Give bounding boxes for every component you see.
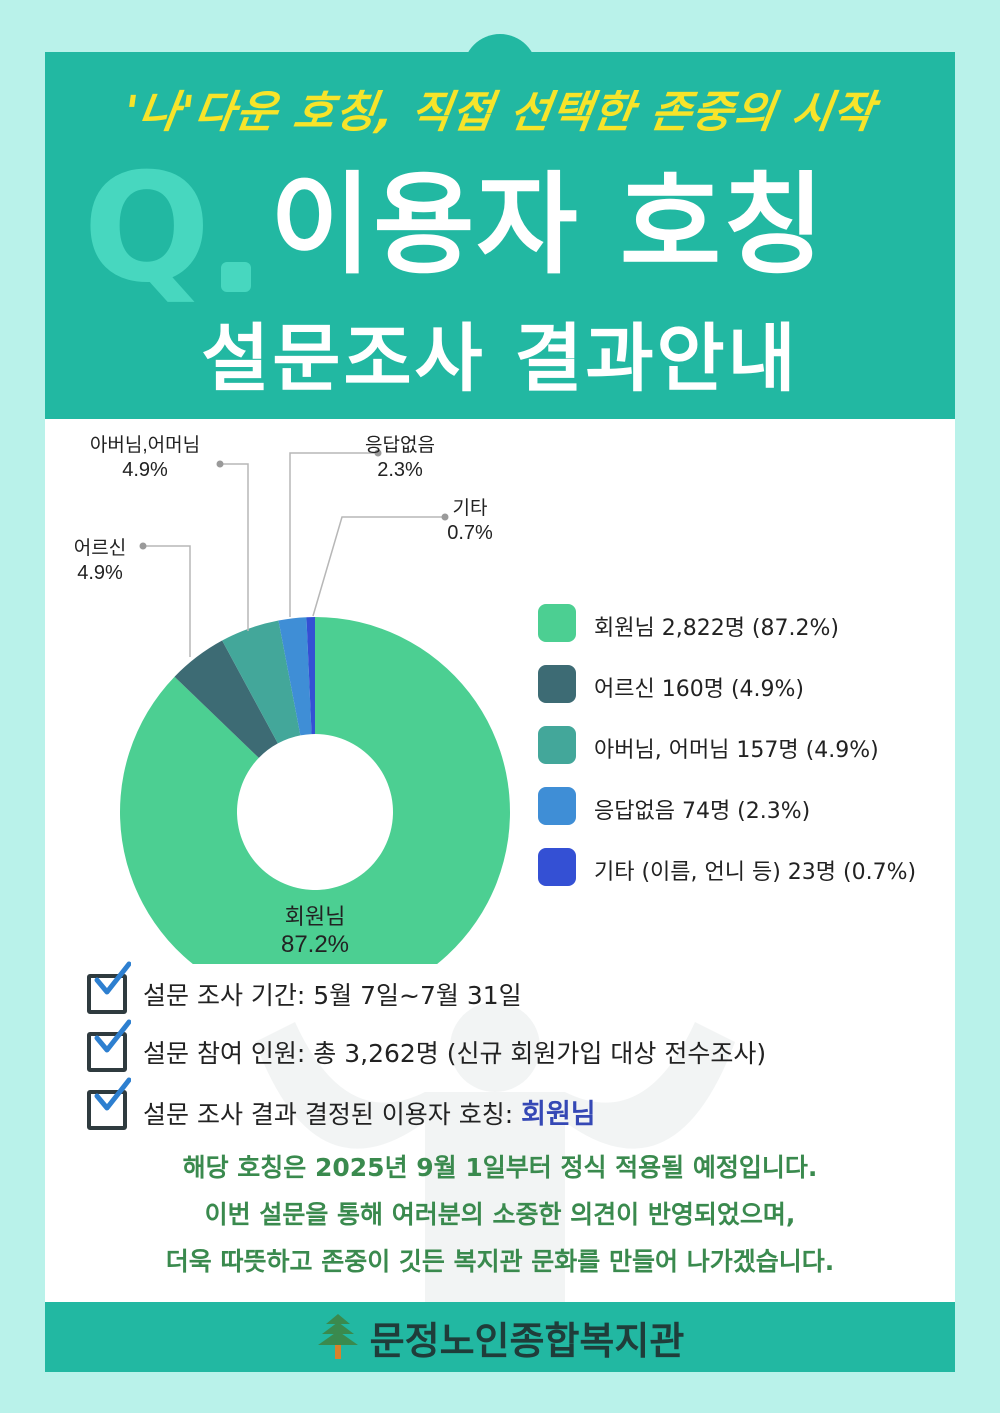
callout-label: 어르신	[74, 537, 126, 559]
tree-logo-icon	[317, 1314, 358, 1359]
org-name: 문정노인종합복지관	[369, 1318, 685, 1363]
survey-result: 설문 조사 결과 결정된 이용자 호칭: 회원님	[143, 1092, 596, 1131]
callout-line	[143, 545, 191, 657]
page-subtitle: 설문조사 결과안내	[201, 316, 799, 402]
donut-slice	[278, 617, 312, 736]
q-dot	[221, 262, 251, 292]
callout-value: 4.9%	[77, 562, 123, 584]
callout-line	[220, 463, 249, 631]
callout-line	[312, 516, 445, 617]
legend-swatch	[538, 665, 576, 703]
donut-slice	[306, 617, 315, 735]
q-mark: Q	[83, 142, 211, 316]
survey-result-prefix: 설문 조사 결과 결정된 이용자 호칭:	[143, 1100, 522, 1129]
notice-line: 더욱 따뜻하고 존중이 깃든 복지관 문화를 만들어 나가겠습니다.	[165, 1247, 835, 1276]
checkmark-icon	[94, 1019, 131, 1053]
legend-label: 회원님 2,822명 (87.2%)	[594, 616, 839, 641]
callout-value: 0.7%	[447, 522, 493, 544]
donut-slice-label: 회원님	[285, 904, 346, 929]
notice-text: 해당 호칭은 2025년 9월 1일부터 정식 적용될 예정입니다. 이번 설문…	[45, 1144, 955, 1285]
callout-dot	[374, 449, 382, 457]
donut-slice	[120, 617, 510, 964]
notice-line: 해당 호칭은 2025년 9월 1일부터 정식 적용될 예정입니다.	[182, 1153, 818, 1182]
callout-value: 2.3%	[377, 459, 423, 481]
legend-swatch	[538, 787, 576, 825]
callout-label: 응답없음	[365, 434, 435, 456]
callout-dot	[139, 542, 147, 550]
poster-card: '나'다운 호칭, 직접 선택한 존중의 시작 Q 이용자 호칭 설문조사 결과…	[45, 52, 955, 1372]
legend-label: 아버님, 어머님 157명 (4.9%)	[594, 738, 879, 763]
survey-participants: 설문 참여 인원: 총 3,262명 (신규 회원가입 대상 전수조사)	[143, 1039, 767, 1068]
checkmark-icon	[94, 961, 131, 995]
donut-slice-value: 87.2%	[281, 931, 349, 958]
callout-value: 4.9%	[122, 459, 168, 481]
page-title: 이용자 호칭	[270, 161, 827, 289]
legend-label: 응답없음 74명 (2.3%)	[594, 799, 811, 824]
callout-label: 아버님,어머님	[90, 434, 200, 456]
legend-swatch	[538, 604, 576, 642]
donut-slice	[222, 620, 301, 744]
legend-label: 기타 (이름, 언니 등) 23명 (0.7%)	[594, 860, 917, 885]
callout-dot	[441, 513, 449, 521]
header-banner: '나'다운 호칭, 직접 선택한 존중의 시작 Q 이용자 호칭 설문조사 결과…	[45, 52, 955, 419]
slogan: '나'다운 호칭, 직접 선택한 존중의 시작	[120, 87, 879, 138]
legend-swatch	[538, 726, 576, 764]
callout-label: 기타	[453, 497, 488, 519]
survey-period: 설문 조사 기간: 5월 7일~7월 31일	[143, 981, 522, 1010]
callout-line	[289, 452, 378, 617]
donut-slice	[174, 640, 278, 758]
notice-line: 이번 설문을 통해 여러분의 소중한 의견이 반영되었으며,	[204, 1200, 796, 1229]
checkmark-icon	[94, 1077, 131, 1111]
survey-result-value: 회원님	[521, 1099, 596, 1130]
footer: 문정노인종합복지관	[45, 1302, 955, 1372]
legend-swatch	[538, 848, 576, 886]
legend-label: 어르신 160명 (4.9%)	[594, 677, 804, 702]
people-silhouette-icon	[255, 1002, 735, 1302]
callout-dot	[216, 460, 224, 468]
